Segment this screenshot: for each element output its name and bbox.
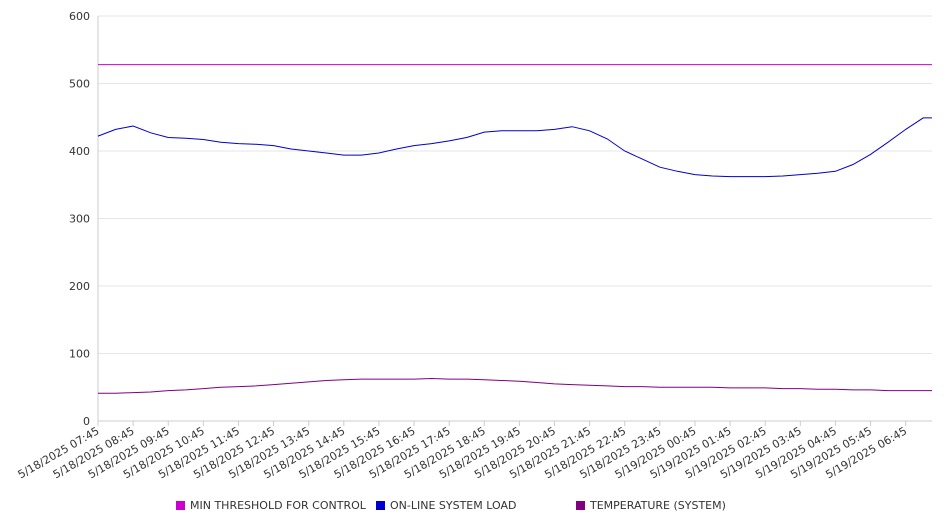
series-lines [97, 64, 932, 394]
y-tick-label: 0 [83, 415, 90, 428]
legend-swatch [376, 501, 385, 510]
y-tick-label: 200 [69, 280, 90, 293]
y-tick-label: 300 [69, 213, 90, 226]
series-line-2 [98, 377, 932, 394]
legend: MIN THRESHOLD FOR CONTROL ON-LINE SYSTEM … [176, 499, 726, 512]
series-line-1 [97, 117, 932, 178]
y-tick-label: 400 [69, 145, 90, 158]
legend-label: ON-LINE SYSTEM LOAD [390, 499, 516, 512]
y-tick-label: 500 [69, 78, 90, 91]
legend-label: MIN THRESHOLD FOR CONTROL [190, 499, 367, 512]
x-axis: 5/18/2025 07:455/18/2025 08:455/18/2025 … [16, 420, 932, 481]
legend-label: TEMPERATURE (SYSTEM) [589, 499, 726, 512]
legend-swatch [176, 501, 185, 510]
y-tick-label: 600 [69, 10, 90, 23]
y-axis: 0 100 200 300 400 500 600 [69, 10, 99, 428]
gridlines [98, 15, 932, 354]
legend-swatch [576, 501, 585, 510]
y-tick-label: 100 [69, 348, 90, 361]
